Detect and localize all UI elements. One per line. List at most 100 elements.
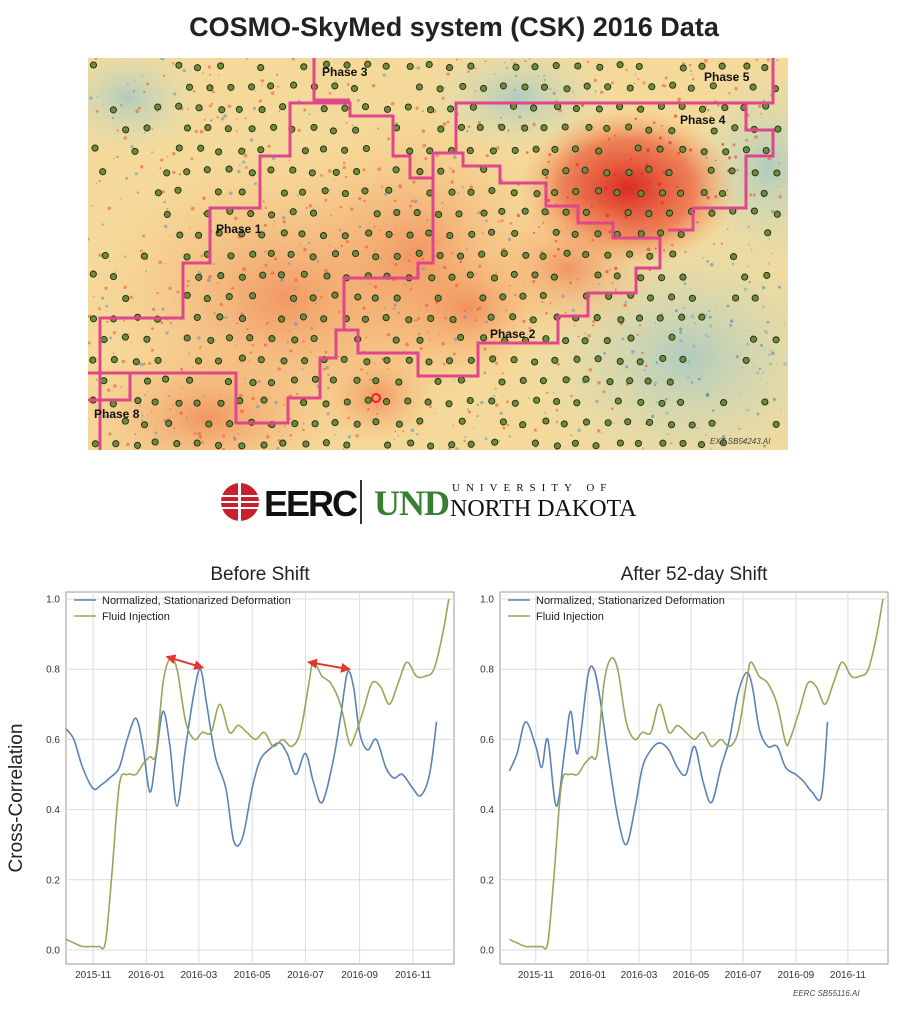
map-speckle [514,74,518,78]
map-speckle [142,234,146,238]
well-marker [140,421,149,429]
map-speckle [202,419,204,422]
map-speckle [614,134,617,137]
phase-boundaries [88,58,775,450]
well-marker [364,396,372,404]
map-speckle [244,117,247,120]
map-speckle [342,448,345,450]
map-speckle [106,320,109,324]
map-speckle [452,155,457,159]
map-speckle [646,162,649,165]
map-speckle [611,282,614,285]
map-speckle [508,435,511,438]
well-marker [246,334,254,342]
map-speckle [762,371,764,374]
map-speckle [409,204,412,208]
map-speckle [474,90,477,92]
well-marker [700,148,708,156]
well-marker [669,81,677,89]
well-marker [143,124,151,132]
x-tick-label: 2016-11 [395,970,431,981]
well-marker [710,127,718,135]
well-marker [648,83,656,91]
map-speckle [387,137,391,141]
well-marker [352,126,360,134]
map-speckle [302,422,305,425]
map-speckle [537,75,539,77]
map-speckle [351,124,354,127]
well-marker [183,253,191,261]
map-speckle [677,97,681,101]
well-marker [434,294,442,302]
map-speckle [426,219,429,222]
well-marker [361,187,369,195]
well-marker [445,400,453,408]
map-speckle [379,229,382,232]
well-marker [551,356,559,364]
map-speckle [294,278,298,282]
well-marker [624,209,632,217]
well-marker [635,314,644,322]
well-marker [329,376,337,384]
map-speckle [283,404,286,406]
well-marker [319,145,328,153]
map-speckle [197,431,202,436]
well-marker [225,293,233,301]
map-speckle [391,278,395,282]
y-axis-label: Cross-Correlation [6,724,27,873]
well-marker [625,168,633,176]
well-marker [466,396,474,405]
map-speckle [346,83,350,86]
well-marker [448,188,456,196]
map-speckle [434,412,436,414]
map-speckle [156,291,159,295]
map-speckle [768,353,772,357]
map-speckle [764,330,766,332]
well-marker [659,439,667,447]
well-marker [426,147,434,155]
map-speckle [364,245,369,249]
well-marker [476,123,484,132]
map-speckle [264,263,268,267]
well-marker [679,355,687,363]
map-speckle [412,180,416,184]
map-speckle [613,173,617,177]
x-tick-label: 2016-09 [778,970,815,981]
map-speckle [481,232,484,235]
well-marker [343,398,351,406]
well-marker [203,166,211,174]
well-marker [320,105,328,113]
legend-label: Fluid Injection [536,611,604,623]
well-marker [185,83,194,91]
well-marker [595,105,603,113]
map-speckle [466,129,469,133]
map-speckle [150,348,154,352]
map-speckle [756,371,760,375]
map-speckle [288,330,291,332]
map-speckle [552,91,556,96]
map-speckle [397,435,400,437]
well-marker [165,419,173,427]
map-speckle [286,341,289,344]
well-marker [235,105,243,113]
map-speckle [387,368,390,370]
well-marker [763,271,771,279]
well-marker [248,125,256,133]
well-marker [637,105,645,113]
map-speckle [646,247,651,252]
well-marker [761,64,769,72]
well-marker [207,336,215,344]
map-speckle [362,306,366,310]
well-marker [89,61,98,69]
map-speckle [123,285,127,290]
map-speckle [743,287,748,292]
map-speckle [726,189,729,191]
cross-correlation-charts: Cross-Correlation 0.0 0.2 0.4 0.6 0.8 1.0 2015… [6,564,889,998]
map-speckle [485,154,489,158]
map-speckle [382,73,386,77]
map-speckle [752,193,756,197]
map-speckle [126,83,129,85]
map-speckle [738,427,741,430]
map-speckle [317,289,319,292]
well-marker [175,399,183,407]
